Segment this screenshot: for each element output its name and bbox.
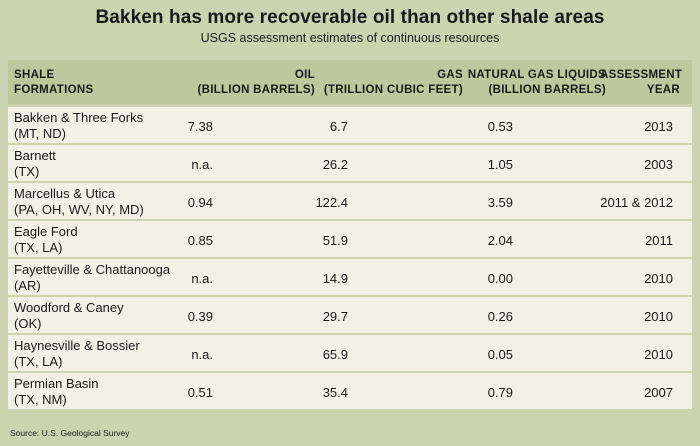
gas-cell: 6.7 — [329, 119, 348, 134]
oil-cell: 7.38 — [187, 119, 213, 134]
oil-cell: 0.39 — [187, 309, 213, 324]
year-cell: 2010 — [644, 309, 673, 324]
header-ngl: NATURAL GAS LIQUIDS (BILLION BARRELS) — [467, 69, 606, 96]
year-cell: 2010 — [644, 347, 673, 362]
gas-cell: 26.2 — [322, 157, 348, 172]
formation-cell: Permian Basin (TX, NM) — [14, 376, 99, 407]
table-row: Permian Basin (TX, NM) 0.51 35.4 0.79 20… — [8, 373, 692, 409]
gas-cell: 65.9 — [322, 347, 348, 362]
formation-cell: Woodford & Caney (OK) — [14, 300, 124, 331]
formation-cell: Barnett (TX) — [14, 148, 56, 179]
table-row: Marcellus & Utica (PA, OH, WV, NY, MD) 0… — [8, 183, 692, 219]
ngl-cell: 2.04 — [487, 233, 513, 248]
table-row: Barnett (TX) n.a. 26.2 1.05 2003 — [8, 145, 692, 181]
ngl-cell: 0.26 — [487, 309, 513, 324]
oil-cell: n.a. — [191, 347, 213, 362]
formation-cell: Eagle Ford (TX, LA) — [14, 224, 78, 255]
formation-cell: Haynesville & Bossier (TX, LA) — [14, 338, 140, 369]
header-gas: GAS (TRILLION CUBIC FEET) — [323, 69, 463, 96]
year-cell: 2011 & 2012 — [600, 195, 673, 210]
gas-cell: 14.9 — [322, 271, 348, 286]
oil-cell: 0.51 — [187, 385, 213, 400]
year-cell: 2003 — [644, 157, 673, 172]
chart-title: Bakken has more recoverable oil than oth… — [95, 7, 605, 28]
ngl-cell: 0.00 — [487, 271, 513, 286]
table-row: Bakken & Three Forks (MT, ND) 7.38 6.7 0… — [8, 107, 692, 143]
header-oil: OIL (BILLION BARRELS) — [197, 69, 315, 96]
source-note: Source: U.S. Geological Survey — [10, 428, 130, 438]
year-cell: 2013 — [644, 119, 673, 134]
ngl-cell: 0.79 — [487, 385, 513, 400]
table-header: SHALE FORMATIONS OIL (BILLION BARRELS) G… — [8, 60, 692, 104]
ngl-cell: 0.05 — [487, 347, 513, 362]
table-row: Woodford & Caney (OK) 0.39 29.7 0.26 201… — [8, 297, 692, 333]
ngl-cell: 3.59 — [487, 195, 513, 210]
gas-cell: 35.4 — [322, 385, 348, 400]
year-cell: 2010 — [644, 271, 673, 286]
year-cell: 2011 — [645, 233, 673, 248]
ngl-cell: 0.53 — [487, 119, 513, 134]
oil-cell: 0.94 — [187, 195, 213, 210]
table-row: Fayetteville & Chattanooga (AR) n.a. 14.… — [8, 259, 692, 295]
oil-cell: n.a. — [191, 271, 213, 286]
ngl-cell: 1.05 — [487, 157, 513, 172]
formation-cell: Fayetteville & Chattanooga (AR) — [14, 262, 171, 293]
gas-cell: 29.7 — [322, 309, 348, 324]
oil-cell: n.a. — [191, 157, 213, 172]
gas-cell: 122.4 — [315, 195, 348, 210]
header-formations: SHALE FORMATIONS — [14, 69, 94, 96]
table-row: Eagle Ford (TX, LA) 0.85 51.9 2.04 2011 — [8, 221, 692, 257]
table-body: Bakken & Three Forks (MT, ND) 7.38 6.7 0… — [8, 107, 692, 411]
year-cell: 2007 — [644, 385, 673, 400]
gas-cell: 51.9 — [322, 233, 348, 248]
formation-cell: Bakken & Three Forks (MT, ND) — [14, 110, 144, 141]
table-row: Haynesville & Bossier (TX, LA) n.a. 65.9… — [8, 335, 692, 371]
formation-cell: Marcellus & Utica (PA, OH, WV, NY, MD) — [14, 186, 144, 217]
oil-cell: 0.85 — [187, 233, 213, 248]
chart-subtitle: USGS assessment estimates of continuous … — [200, 31, 500, 45]
header-year: ASSESSMENT YEAR — [600, 69, 683, 96]
